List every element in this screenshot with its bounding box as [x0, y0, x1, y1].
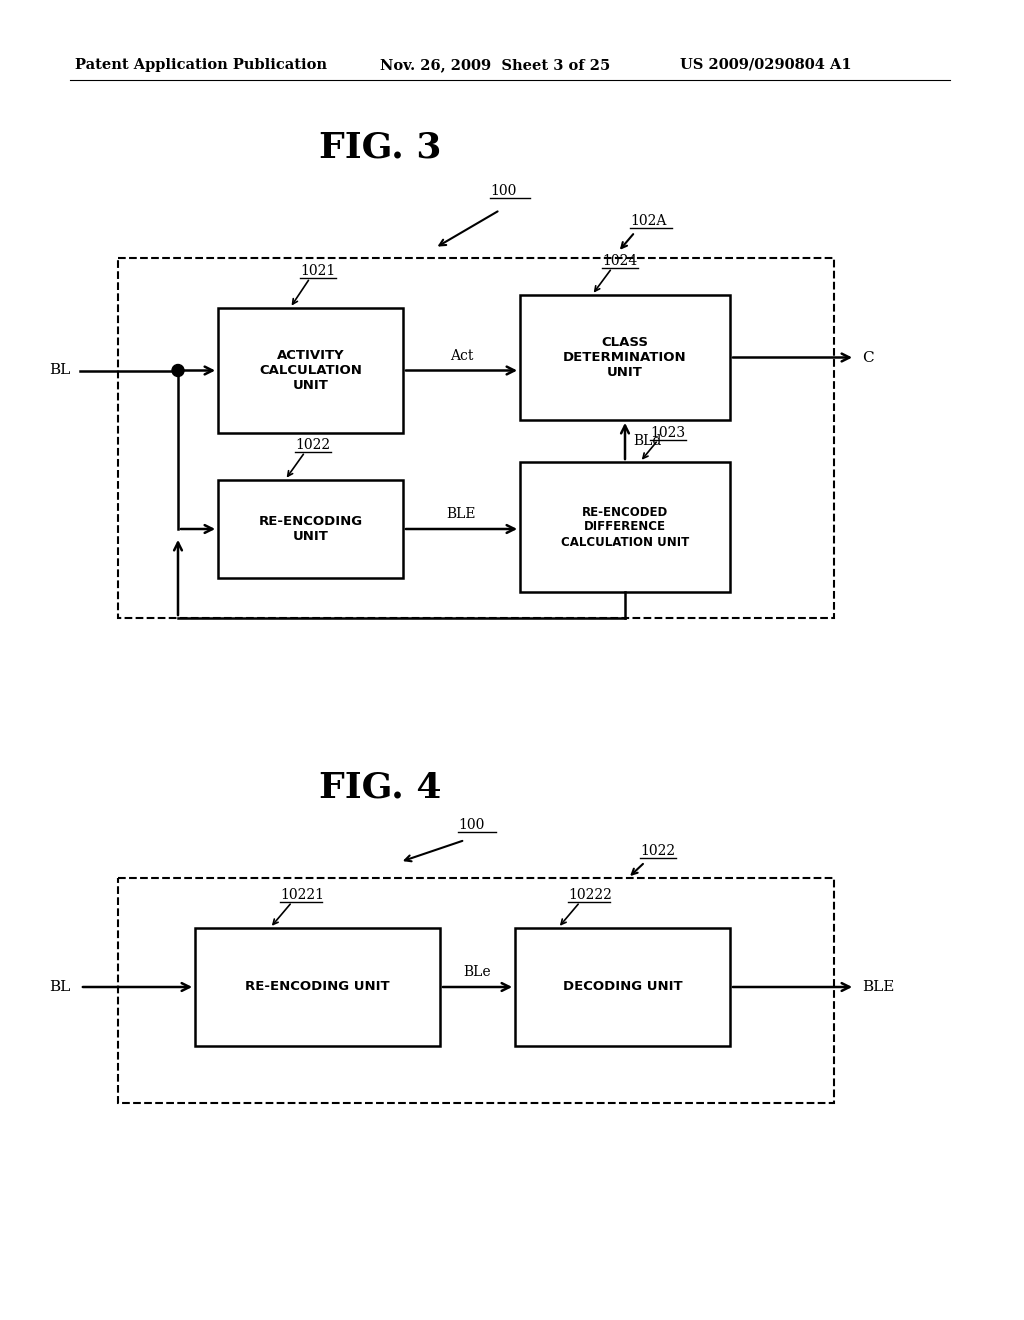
Bar: [520, 294, 730, 420]
Text: ACTIVITY
CALCULATION
UNIT: ACTIVITY CALCULATION UNIT: [259, 348, 361, 392]
Bar: [515, 928, 730, 1045]
Text: RE-ENCODING
UNIT: RE-ENCODING UNIT: [258, 515, 362, 543]
Text: FIG. 3: FIG. 3: [318, 129, 441, 164]
Text: 10222: 10222: [568, 888, 612, 902]
Text: 102A: 102A: [630, 214, 667, 228]
Text: BL: BL: [49, 363, 70, 378]
Text: BL: BL: [49, 979, 70, 994]
Text: RE-ENCODING UNIT: RE-ENCODING UNIT: [245, 981, 390, 994]
Text: 1024: 1024: [602, 253, 637, 268]
Text: BLe: BLe: [464, 965, 492, 979]
Circle shape: [172, 364, 184, 376]
Text: 1021: 1021: [300, 264, 335, 279]
Text: BLd: BLd: [633, 434, 662, 447]
Text: CLASS
DETERMINATION
UNIT: CLASS DETERMINATION UNIT: [563, 337, 687, 379]
Text: US 2009/0290804 A1: US 2009/0290804 A1: [680, 58, 852, 73]
Text: RE-ENCODED
DIFFERENCE
CALCULATION UNIT: RE-ENCODED DIFFERENCE CALCULATION UNIT: [561, 506, 689, 549]
Text: 100: 100: [490, 183, 516, 198]
Bar: [118, 878, 834, 1104]
Text: DECODING UNIT: DECODING UNIT: [562, 981, 682, 994]
Text: 100: 100: [458, 818, 484, 832]
Bar: [218, 480, 403, 578]
Text: C: C: [862, 351, 873, 364]
Text: 10221: 10221: [280, 888, 324, 902]
Text: 1022: 1022: [640, 843, 675, 858]
Bar: [218, 308, 403, 433]
Bar: [195, 928, 440, 1045]
Text: BLE: BLE: [446, 507, 476, 521]
Text: Patent Application Publication: Patent Application Publication: [75, 58, 327, 73]
Bar: [118, 257, 834, 618]
Text: BLE: BLE: [862, 979, 894, 994]
Text: 1022: 1022: [295, 438, 330, 451]
Text: Act: Act: [450, 348, 473, 363]
Text: Nov. 26, 2009  Sheet 3 of 25: Nov. 26, 2009 Sheet 3 of 25: [380, 58, 610, 73]
Bar: [520, 462, 730, 591]
Text: 1023: 1023: [650, 426, 685, 440]
Text: FIG. 4: FIG. 4: [318, 770, 441, 804]
